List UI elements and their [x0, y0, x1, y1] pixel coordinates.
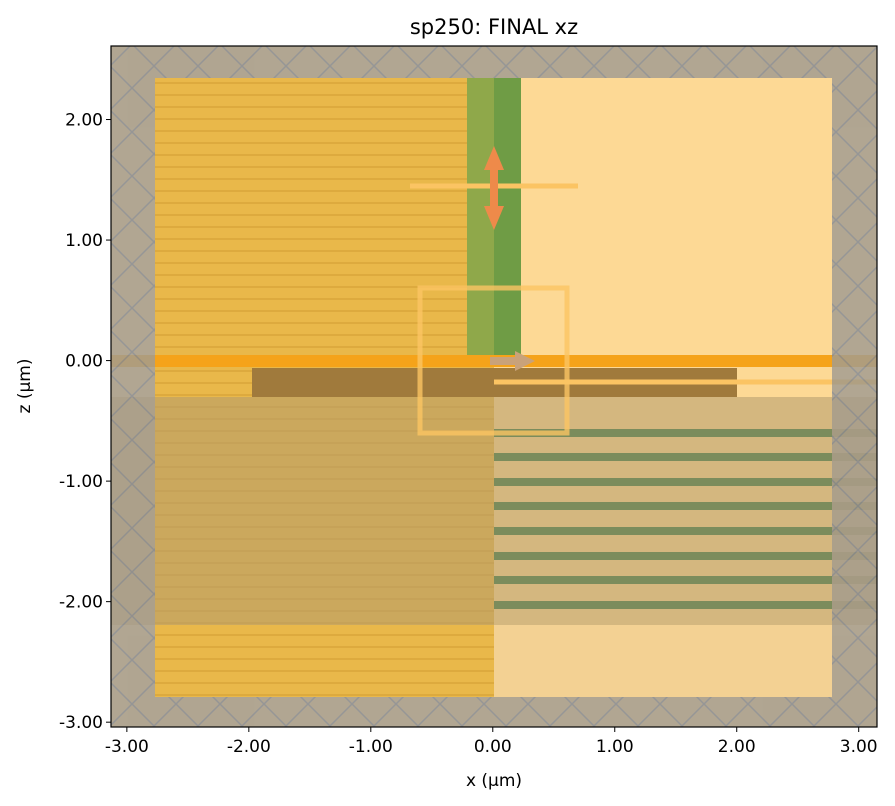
x-tick-label: -1.00 [349, 737, 393, 757]
y-axis-label: z (µm) [15, 359, 35, 414]
x-tick-label: 1.00 [596, 737, 634, 757]
x-tick-label: 3.00 [840, 737, 878, 757]
monitor-box [417, 285, 570, 436]
y-tick-label: -2.00 [59, 593, 103, 613]
y-tick-label: 1.00 [65, 231, 103, 251]
axes-frame [110, 45, 878, 728]
x-tick-label: -3.00 [105, 737, 149, 757]
polarization-arrow [484, 146, 504, 230]
x-tick-label: -2.00 [227, 737, 271, 757]
y-tick-label: -3.00 [59, 713, 103, 733]
substrate [494, 625, 832, 697]
x-axis-label: x (µm) [466, 771, 522, 791]
x-tick-label: 2.00 [718, 737, 756, 757]
stripes [494, 429, 877, 609]
chart-title: sp250: FINAL xz [410, 15, 578, 39]
pml [111, 46, 877, 727]
y-tick-label: -1.00 [59, 472, 103, 492]
y-tick-label: 2.00 [65, 111, 103, 131]
x-tick-label: 0.00 [474, 737, 512, 757]
plot-area [110, 45, 878, 728]
direction-arrow [490, 351, 535, 371]
y-tick-label: 0.00 [65, 352, 103, 372]
